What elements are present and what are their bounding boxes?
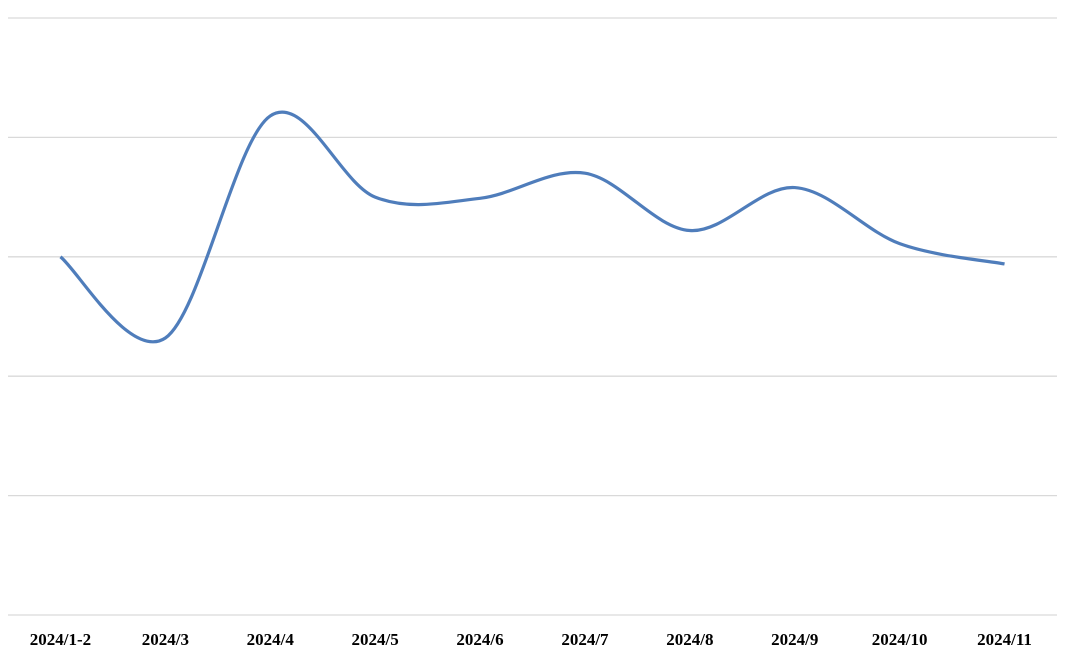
x-tick-label: 2024/5 — [352, 630, 399, 649]
x-tick-label: 2024/10 — [872, 630, 928, 649]
x-tick-label: 2024/6 — [456, 630, 503, 649]
x-tick-label: 2024/3 — [142, 630, 189, 649]
x-tick-label: 2024/1-2 — [30, 630, 91, 649]
x-tick-label: 2024/9 — [771, 630, 818, 649]
x-tick-label: 2024/4 — [247, 630, 295, 649]
line-series — [59, 110, 1005, 344]
x-tick-label: 2024/11 — [977, 630, 1032, 649]
x-tick-label: 2024/7 — [561, 630, 609, 649]
x-tick-label: 2024/8 — [666, 630, 713, 649]
